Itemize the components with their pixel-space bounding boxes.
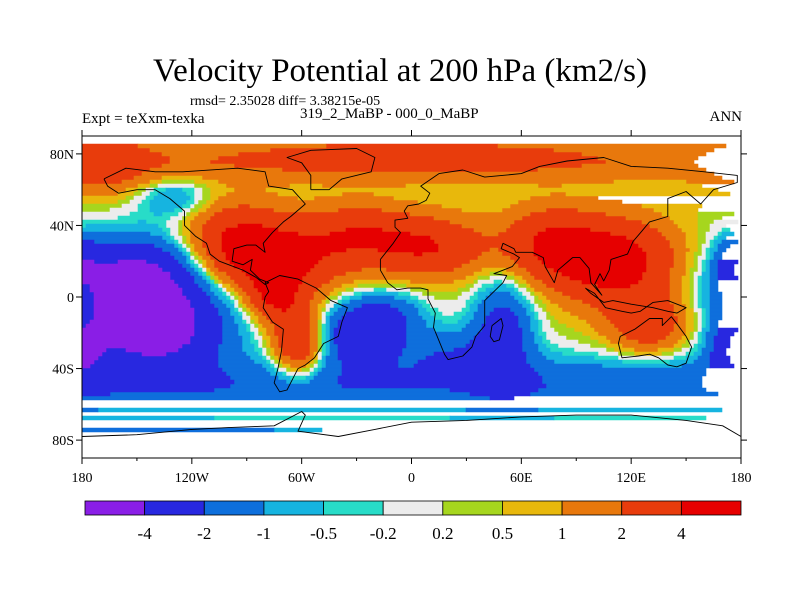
experiment-label: Expt = teXxm-texka bbox=[82, 111, 205, 127]
coastline-madagascar bbox=[489, 318, 504, 343]
coastline-arabia-indonesia bbox=[585, 287, 687, 314]
y-tick-label-4: 80S bbox=[52, 434, 74, 449]
colorbar-label-9: 4 bbox=[677, 524, 686, 543]
x-tick-label-4: 60E bbox=[510, 471, 533, 486]
field-band-10 bbox=[81, 259, 195, 369]
colorbar-label-7: 1 bbox=[558, 524, 567, 543]
coastline-australia bbox=[617, 316, 693, 368]
colorbar-label-3: -0.5 bbox=[310, 524, 337, 543]
x-tick-label-1: 120W bbox=[175, 471, 210, 486]
colorbar-swatch-5 bbox=[382, 500, 444, 516]
coastline-north-america bbox=[103, 167, 306, 285]
colorbar-label-5: 0.2 bbox=[432, 524, 453, 543]
colorbar-swatch-0 bbox=[84, 500, 146, 516]
y-tick-label-2: 0 bbox=[67, 291, 74, 306]
colorbar-swatch-9 bbox=[621, 500, 682, 516]
colorbar-swatch-8 bbox=[561, 500, 623, 516]
field-band-7 bbox=[221, 223, 647, 313]
coastline-greenland bbox=[286, 148, 376, 191]
colorbar-swatch-7 bbox=[502, 500, 563, 516]
colorbar-swatch-6 bbox=[442, 500, 503, 516]
y-tick-label-3: 40S bbox=[52, 363, 74, 378]
colorbar-label-0: -4 bbox=[138, 524, 153, 543]
colorbar-swatch-2 bbox=[203, 500, 265, 516]
colorbar-label-6: 0.5 bbox=[492, 524, 513, 543]
coastline-africa-eurasia bbox=[379, 157, 738, 361]
x-tick-label-2: 60W bbox=[288, 471, 316, 486]
colorbar-label-2: -1 bbox=[257, 524, 271, 543]
colorbar: -4 -2 -1 -0.5 -0.2 0.2 0.5 1 2 4 bbox=[84, 500, 742, 543]
x-tick-label-3: 0 bbox=[408, 471, 415, 486]
coastline-south-america bbox=[262, 275, 348, 393]
coastline-antarctica bbox=[81, 411, 742, 437]
field-layer bbox=[81, 143, 739, 433]
x-tick-label-6: 180 bbox=[731, 471, 752, 486]
x-tick-label-0: 180 bbox=[72, 471, 93, 486]
x-tick-label-5: 120E bbox=[616, 471, 646, 486]
y-tick-label-0: 80N bbox=[50, 148, 74, 163]
y-tick-label-1: 40N bbox=[50, 219, 74, 234]
colorbar-swatch-1 bbox=[144, 500, 205, 516]
field-band-9 bbox=[81, 239, 739, 401]
colorbar-swatch-10 bbox=[680, 500, 742, 516]
colorbar-label-8: 2 bbox=[617, 524, 626, 543]
coastline-layer bbox=[81, 148, 742, 437]
colorbar-label-1: -2 bbox=[197, 524, 211, 543]
subtitle-label: 319_2_MaBP - 000_0_MaBP bbox=[300, 106, 479, 122]
colorbar-swatch-4 bbox=[323, 500, 384, 516]
season-label: ANN bbox=[709, 109, 743, 125]
stats-label: rmsd= 2.35028 diff= 3.38215e-05 bbox=[190, 94, 381, 109]
colorbar-label-4: -0.2 bbox=[370, 524, 397, 543]
colorbar-swatch-3 bbox=[263, 500, 324, 516]
chart-title: Velocity Potential at 200 hPa (km2/s) bbox=[152, 53, 648, 89]
